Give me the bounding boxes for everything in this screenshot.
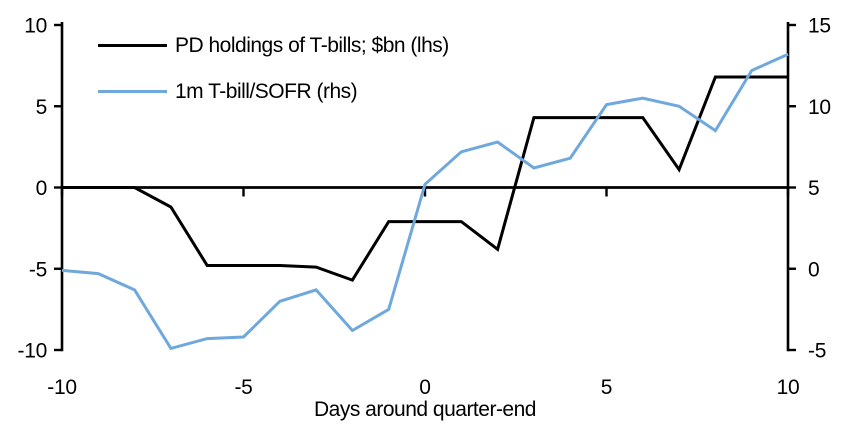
right-axis-tick-label: -5 [808,340,826,363]
left-axis-tick-label: -5 [29,258,47,281]
right-axis-tick-label: 10 [808,96,831,119]
legend-item-tbill-sofr: 1m T-bill/SOFR (rhs) [98,79,449,104]
x-axis-title: Days around quarter-end [314,398,536,421]
left-axis-tick-label: 5 [36,96,47,119]
left-axis-tick-label: 0 [36,177,47,200]
series-line-tbill-sofr [61,52,789,351]
right-axis-tick-label: 5 [808,177,819,200]
x-axis-tick-label: -10 [47,376,76,399]
legend-item-pd-holdings: PD holdings of T-bills; $bn (lhs) [98,33,449,58]
left-axis-tick-label: -10 [18,340,47,363]
legend-line-black-icon [98,44,167,47]
legend-line-blue-icon [98,90,167,93]
legend-label-tbill-sofr: 1m T-bill/SOFR (rhs) [175,79,358,103]
x-axis-tick-label: 5 [601,376,612,399]
legend-label-pd-holdings: PD holdings of T-bills; $bn (lhs) [175,33,449,57]
x-axis-tick-label: 0 [419,376,430,399]
x-axis-tick-label: -5 [234,376,252,399]
right-axis-tick-label: 15 [808,15,831,38]
left-axis-tick-label: 10 [24,15,47,38]
x-axis-tick-label: 10 [777,376,800,399]
right-axis-tick-label: 0 [808,258,819,281]
series-line-pd-holdings [62,75,788,282]
chart-legend: PD holdings of T-bills; $bn (lhs) 1m T-b… [98,33,449,125]
